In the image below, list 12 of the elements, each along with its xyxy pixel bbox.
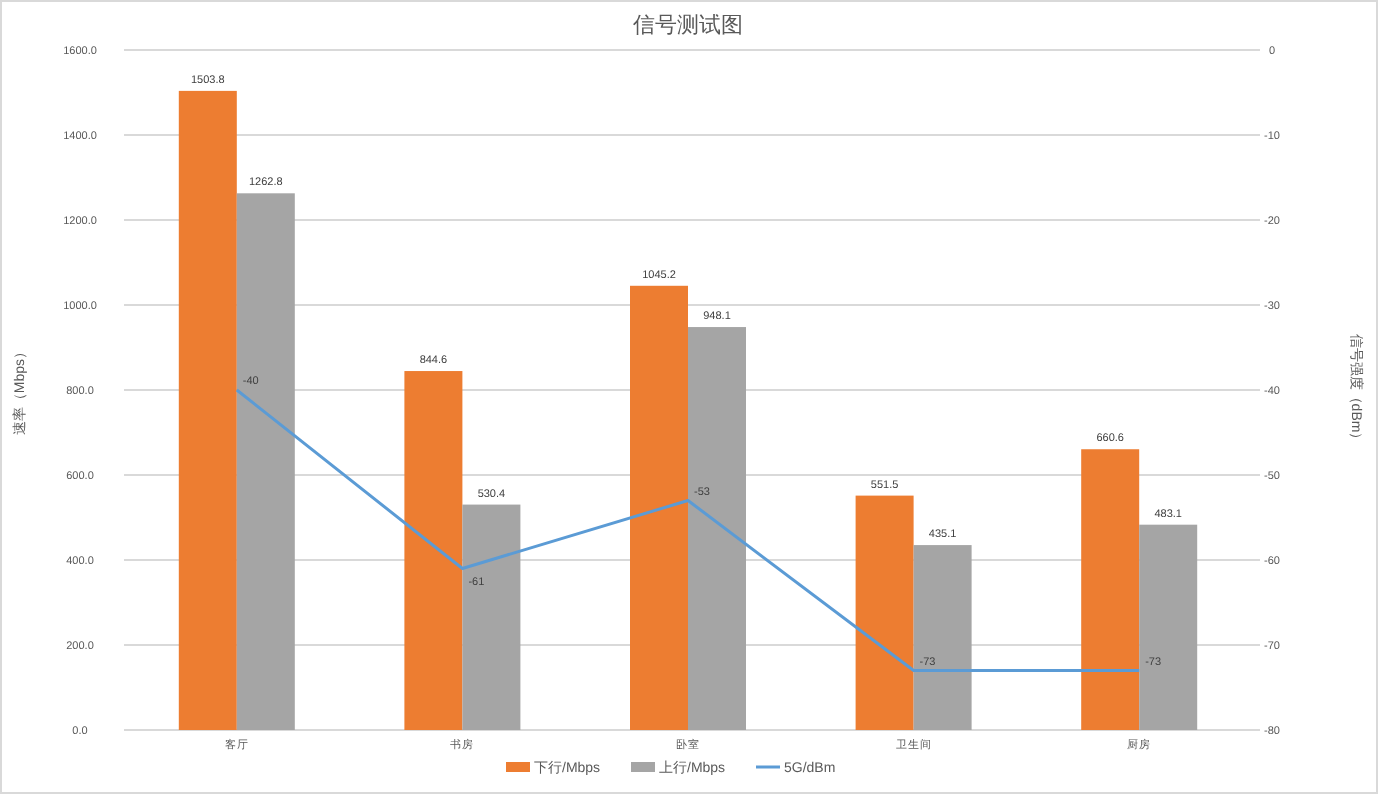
bar bbox=[404, 371, 463, 730]
bar bbox=[630, 285, 688, 730]
bar bbox=[688, 327, 746, 730]
bar bbox=[855, 495, 914, 730]
chart-title: 信号测试图 bbox=[633, 12, 743, 38]
line-series bbox=[235, 388, 1141, 672]
bar bbox=[462, 504, 521, 730]
bar bbox=[236, 193, 295, 730]
bar bbox=[1139, 524, 1198, 730]
bar bbox=[913, 545, 972, 730]
bar bbox=[1081, 449, 1140, 730]
bar bbox=[178, 90, 237, 730]
